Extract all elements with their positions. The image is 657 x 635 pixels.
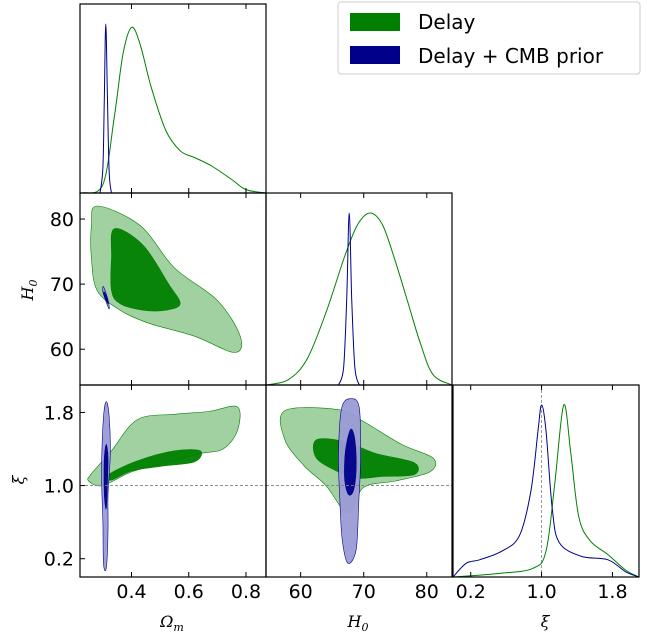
ylabel-h0-symbol: H: [18, 285, 37, 301]
ylabel-h0: H0: [18, 280, 40, 302]
panel-h0-vs-xi: [265, 384, 453, 578]
marginal-curve-delay: [452, 404, 640, 578]
panel-xi-marginal: [452, 384, 640, 578]
xlabel-h0-sub: 0: [361, 621, 368, 634]
marginal-curve-delay_cmb: [338, 212, 360, 386]
contour-delay-68: [110, 228, 181, 312]
ylabel-xi: ξ: [9, 474, 28, 484]
xlabel-h0-symbol: H: [347, 612, 363, 631]
x-tick-label: 60: [289, 581, 313, 603]
y-tick-label: 1.0: [44, 476, 74, 498]
contour-cmb-68: [103, 444, 109, 510]
contour-cmb-68: [103, 291, 109, 304]
panel-omega-m-vs-h0: [79, 192, 267, 386]
panel-frame: [265, 384, 453, 578]
xlabel-xi: ξ: [541, 612, 551, 631]
marginal-curve-delay_cmb: [99, 23, 112, 194]
y-tick-label: 70: [50, 274, 74, 296]
panel-omega-m-marginal: [79, 3, 267, 194]
contour-cmb-68: [344, 428, 357, 496]
panel-omega-m-vs-xi: [79, 384, 267, 578]
x-tick-label: 80: [415, 581, 439, 603]
tick-labels: 0.4 0.6 0.8 60 70 80 0.2 1.0 1.8 60 70 80 0.2 1.0 1.8: [44, 209, 628, 603]
y-tick-label: 80: [50, 209, 74, 231]
legend-label-delay-cmb: Delay + CMB prior: [418, 44, 604, 68]
marginal-curve-delay_cmb: [452, 404, 640, 578]
y-tick-label: 1.8: [44, 402, 74, 424]
x-tick-label: 0.2: [456, 581, 486, 603]
xlabel-xi-symbol: ξ: [541, 612, 551, 631]
x-tick-label: 70: [352, 581, 376, 603]
ylabel-xi-symbol: ξ: [9, 474, 28, 484]
x-tick-label: 1.8: [597, 581, 627, 603]
marginal-curve-delay: [82, 26, 267, 194]
xlabel-omega-m-symbol: Ω: [159, 612, 173, 631]
panel-frame: [452, 384, 640, 578]
legend-swatch-delay: [350, 13, 400, 31]
legend-swatch-delay-cmb: [350, 46, 400, 64]
x-tick-label: 1.0: [526, 581, 556, 603]
y-tick-label: 0.2: [44, 549, 74, 571]
xlabel-omega-m-sub: m: [173, 621, 183, 634]
x-tick-label: 0.6: [174, 581, 204, 603]
contour-delay-68: [106, 449, 202, 481]
xlabel-h0: H0: [347, 612, 369, 634]
legend-label-delay: Delay: [418, 10, 476, 34]
panel-h0-marginal: [265, 192, 453, 386]
marginal-curve-delay: [265, 212, 453, 386]
xlabel-omega-m: Ωm: [159, 612, 184, 634]
ylabel-h0-sub: 0: [27, 280, 40, 287]
x-tick-label: 0.8: [231, 581, 261, 603]
x-tick-label: 0.4: [116, 581, 146, 603]
legend-box: [337, 1, 641, 75]
legend: Delay Delay + CMB prior: [337, 1, 641, 75]
y-tick-label: 60: [50, 339, 74, 361]
